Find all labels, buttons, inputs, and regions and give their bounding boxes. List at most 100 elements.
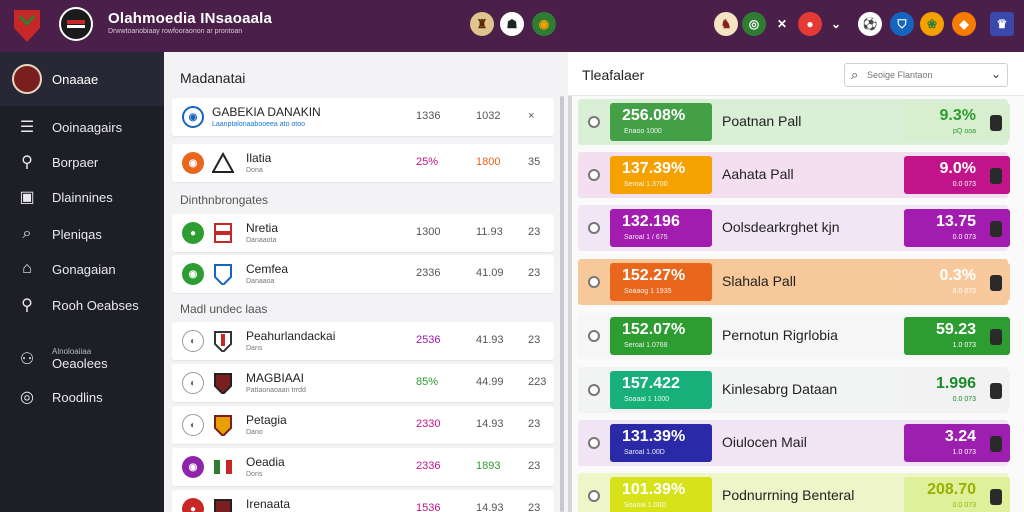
radio-icon[interactable] [588,330,600,342]
close-icon[interactable]: × [528,110,535,122]
score-sub: 1.0 073 [952,342,976,349]
scrollbar[interactable] [560,96,564,512]
sidebar-item-7[interactable]: ◎ Roodlins [0,382,164,412]
lock-icon[interactable] [990,383,1002,399]
row-col3: 23 [528,267,541,279]
position-icon: ◐ [182,330,204,352]
tools-icon[interactable]: ✕ [776,17,788,31]
secondary-crest-icon[interactable] [58,6,94,42]
skull-icon[interactable]: ☗ [500,12,524,36]
card-name: Kinlesabrg Dataan [722,381,838,397]
shield-crest-icon[interactable]: ♜ [470,12,494,36]
leader-card[interactable]: 131.39% Saroal 1.00D Oiulocen Mail 3.24 1.0 … [578,420,1010,466]
lock-icon[interactable] [990,115,1002,131]
lock-icon[interactable] [990,221,1002,237]
row-col2: 14.93 [476,502,504,512]
app-title: Olahmoedia INsaoaala [108,10,273,27]
panel-header: Tleafalaer ⌕ ⌄ [568,52,1024,96]
badge-icon[interactable]: ♞ [714,12,738,36]
sidebar-item-0[interactable]: ☰ Ooinaagairs [0,112,164,142]
fox-icon[interactable]: ◆ [952,12,976,36]
leader-card[interactable]: 152.27% Soaaog 1 1935 Slahala Pall 0.3% 0.0 … [578,259,1010,305]
radio-icon[interactable] [588,116,600,128]
table-row[interactable]: ● Irenaata 1536 14.93 23 [172,490,554,512]
lock-icon[interactable] [990,436,1002,452]
sidebar-header[interactable]: Onaaae [0,52,164,106]
scrollbar[interactable] [568,96,572,512]
score-sub: 0.0 073 [952,234,976,241]
row-col2: 44.99 [476,376,504,388]
score-value: 59.23 [935,321,976,338]
percent-value: 152.27% [622,267,686,284]
soccer-ball-icon[interactable]: ⚽ [858,12,882,36]
shield-blue-icon[interactable]: ⛉ [890,12,914,36]
score-panel: 3.24 1.0 073 [904,424,1010,462]
leader-card[interactable]: 101.39% Soaoal 1.00D Podnurrning Benteral 2… [578,473,1010,512]
club-shield-icon[interactable]: ♛ [990,12,1014,36]
chevron-down-icon[interactable]: ⌄ [990,67,1001,81]
row-name: Peahurlandackai [246,329,336,343]
radio-icon[interactable] [588,169,600,181]
table-row-header[interactable]: ◉ GABEKIA DANAKIN Laanptalonaabooeea ato… [172,98,554,136]
leader-card[interactable]: 157.422 Soaaal 1 1000 Kinlesabrg Dataan 1.9… [578,367,1010,413]
row-col1: 1336 [416,110,441,122]
lock-icon[interactable] [990,329,1002,345]
sidebar-item-3[interactable]: ⌕ Pleniqas [0,219,164,249]
sidebar-item-5[interactable]: ⚲ Rooh Oeabses [0,290,164,320]
table-row[interactable]: ◐ Petagia Dano 2330 14.93 23 [172,406,554,444]
row-name: GABEKIA DANAKIN [212,105,321,119]
leader-card[interactable]: 256.08% Enaoo 1000 Poatnan Pall 9.3% pQ ooa [578,99,1010,145]
table-row[interactable]: ◉ Oeadia Dons 2336 1893 23 [172,448,554,486]
lock-icon[interactable] [990,489,1002,505]
table-row[interactable]: ● Nretia Danaaota 1300 11.93 23 [172,214,554,252]
radio-icon[interactable] [588,437,600,449]
sidebar-header-label: Onaaae [52,72,99,87]
card-name: Oiulocen Mail [722,434,807,450]
table-row[interactable]: ◐ MAGBIAAI Pattaonaoaan trrdd 85% 44.99 … [172,364,554,402]
sidebar-item-label: Gonagaian [52,261,116,277]
radio-icon[interactable] [588,276,600,288]
sidebar-item-6[interactable]: ⚇ Alnoloaiiaa Oeaolees [0,342,164,376]
flag-icon[interactable]: ◉ [532,12,556,36]
table-row[interactable]: ◉ Ilatia Dona 25% 1800 35 [172,144,554,182]
sidebar-item-4[interactable]: ⌂ Gonagaian [0,254,164,284]
fixtures-panel: Madanatai ◉ GABEKIA DANAKIN Laanptalonaa… [164,52,568,512]
lock-icon[interactable] [990,168,1002,184]
radio-icon[interactable] [588,222,600,234]
search-dropdown[interactable]: ⌕ ⌄ [844,63,1008,87]
leader-card[interactable]: 152.07% Seroal 1.0768 Pernotun Rigrlobia 59… [578,313,1010,359]
score-sub: 0.0 073 [952,288,976,295]
percent-panel: 157.422 Soaaal 1 1000 [610,371,712,409]
table-row[interactable]: ◐ Peahurlandackai Dans 2536 41.93 23 [172,322,554,360]
percent-panel: 152.27% Soaaog 1 1935 [610,263,712,301]
card-name: Slahala Pall [722,273,796,289]
row-col2: 1893 [476,460,501,472]
people-icon: ⚇ [19,351,35,368]
radio-icon[interactable] [588,384,600,396]
row-col1: 2336 [416,267,441,279]
leader-card[interactable]: 132.196 Saroal 1 / 675 Oolsdearkrghet kjn 1… [578,205,1010,251]
alert-icon[interactable]: ● [798,12,822,36]
club-crest-icon [214,223,232,243]
status-badge: ● [182,498,204,512]
row-col2: 41.09 [476,267,504,279]
percent-sub: Saroal 1 / 675 [624,234,668,241]
radio-icon[interactable] [588,490,600,502]
chevron-down-icon[interactable]: ⌄ [830,17,842,31]
search-input[interactable] [867,68,985,82]
sidebar-item-2[interactable]: ▣ Dlainnines [0,182,164,212]
target-icon[interactable]: ◎ [742,12,766,36]
sidebar-item-label: Dlainnines [52,189,113,205]
position-icon: ◐ [182,414,204,436]
card-name: Aahata Pall [722,166,794,182]
sidebar-item-label: Rooh Oeabses [52,297,139,313]
trophy-icon[interactable]: ❀ [920,12,944,36]
club-logo-icon [12,64,42,94]
search-icon: ⌕ [851,67,859,82]
lock-icon[interactable] [990,275,1002,291]
sidebar-item-1[interactable]: ⚲ Borpaer [0,147,164,177]
leader-card[interactable]: 137.39% Seroal 1.3700 Aahata Pall 9.0% 0.0 0… [578,152,1010,198]
row-sub: Dons [246,471,263,478]
club-crest-logo-icon[interactable] [12,8,42,42]
table-row[interactable]: ◉ Cemfea Danaaoa 2336 41.09 23 [172,255,554,293]
